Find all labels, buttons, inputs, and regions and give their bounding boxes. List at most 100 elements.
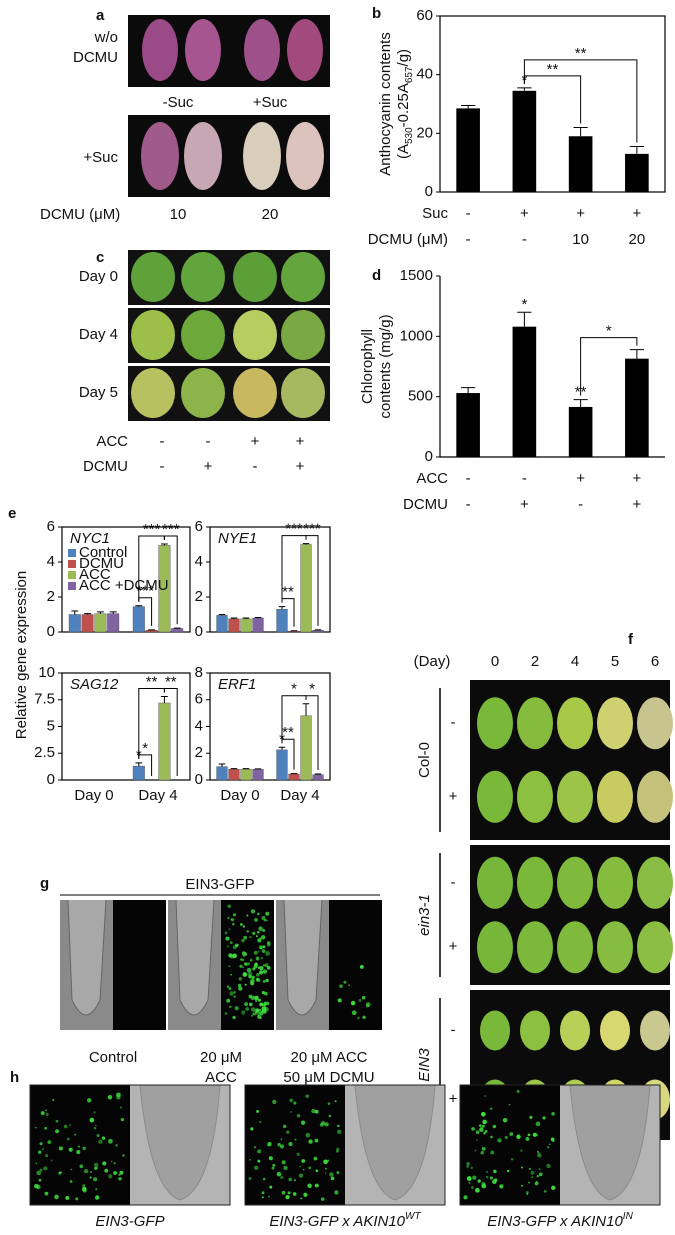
- gfp-signal: [308, 1139, 313, 1144]
- leaf: [477, 770, 513, 823]
- root-outline: [139, 1084, 221, 1201]
- cell-label: +: [576, 470, 585, 487]
- bar: [568, 406, 593, 457]
- gfp-signal: [528, 1167, 532, 1171]
- gfp-signal: [526, 1191, 529, 1194]
- gfp-signal: [90, 1170, 92, 1173]
- genotype-label: Col-0: [416, 742, 433, 778]
- gfp-signal: [262, 980, 266, 983]
- panel-letter: c: [96, 249, 104, 266]
- bar: [228, 618, 240, 633]
- panel-title: EIN3-GFP: [185, 876, 254, 893]
- leaf: [185, 19, 221, 81]
- gfp-signal: [538, 1172, 543, 1177]
- row-label: DCMU (μM): [40, 206, 120, 223]
- gfp-signal: [68, 1147, 73, 1152]
- y-tick-label: 0: [425, 183, 433, 200]
- gfp-signal: [281, 1160, 286, 1165]
- gfp-signal: [241, 938, 245, 943]
- gfp-signal: [300, 1120, 306, 1125]
- gfp-signal: [481, 1146, 486, 1151]
- gfp-signal: [466, 1165, 469, 1168]
- gfp-signal: [119, 1170, 124, 1175]
- gfp-signal: [250, 1127, 254, 1131]
- error-bar: [242, 617, 250, 619]
- gfp-signal: [58, 1146, 63, 1151]
- gfp-signal: [271, 1166, 275, 1170]
- gfp-signal: [543, 1190, 547, 1193]
- leaf: [517, 697, 553, 750]
- gfp-signal: [228, 953, 233, 958]
- gfp-signal: [551, 1186, 555, 1189]
- leaf: [597, 770, 633, 823]
- image-frame: [459, 1084, 661, 1206]
- error-bar: [461, 104, 476, 109]
- gfp-signal: [232, 913, 237, 917]
- gfp-signal: [229, 991, 234, 996]
- y-tick-label: 2: [195, 744, 203, 761]
- bar: [625, 153, 649, 192]
- row-label: -: [451, 714, 456, 731]
- gfp-signal: [481, 1182, 486, 1187]
- gfp-signal: [268, 1156, 273, 1161]
- gfp-signal: [361, 995, 366, 1000]
- y-tick-label: 500: [408, 388, 433, 405]
- gfp-signal: [314, 1109, 319, 1114]
- gfp-signal: [497, 1138, 502, 1143]
- row-label: +: [449, 938, 458, 955]
- y-axis-label: Anthocyanin contents: [377, 32, 394, 175]
- cell-label: +: [251, 433, 260, 450]
- chart-title: NYC1: [70, 530, 110, 547]
- row-label: DCMU: [73, 49, 118, 66]
- gfp-signal: [269, 1185, 273, 1189]
- error-bar: [573, 399, 588, 407]
- gfp-signal: [44, 1154, 49, 1158]
- gfp-signal: [504, 1135, 508, 1140]
- gfp-signal: [256, 930, 260, 934]
- error-bar: [278, 746, 286, 750]
- gfp-signal: [365, 1002, 371, 1007]
- gfp-signal: [244, 953, 247, 956]
- bar: [300, 715, 312, 781]
- gfp-signal: [93, 1162, 99, 1168]
- leaf: [281, 368, 325, 418]
- gfp-signal: [484, 1129, 488, 1133]
- gfp-signal: [359, 964, 364, 969]
- leaf: [477, 921, 513, 974]
- bar: [171, 628, 184, 633]
- legend-label: ACC +DCMU: [79, 577, 169, 594]
- gfp-signal: [54, 1194, 59, 1200]
- gfp-signal: [486, 1170, 489, 1173]
- gfp-signal: [272, 1099, 277, 1104]
- gfp-signal: [337, 1129, 342, 1134]
- gfp-signal: [255, 956, 260, 961]
- root-outline: [67, 899, 107, 1016]
- gfp-signal: [476, 1139, 478, 1141]
- leaf: [557, 697, 593, 750]
- gfp-signal: [317, 1184, 319, 1187]
- gfp-signal: [471, 1186, 474, 1189]
- gfp-signal: [301, 1159, 306, 1163]
- gfp-signal: [95, 1195, 100, 1200]
- leaf: [557, 921, 593, 974]
- significance-label: ***: [136, 583, 154, 600]
- gfp-signal: [257, 1014, 262, 1019]
- error-bar: [629, 146, 644, 154]
- leaf: [141, 122, 179, 190]
- leaf: [517, 921, 553, 974]
- gfp-signal: [238, 977, 243, 981]
- leaf: [597, 697, 633, 750]
- caption-superscript: IN: [623, 1211, 634, 1222]
- legend-swatch: [68, 571, 76, 579]
- gfp-signal: [224, 931, 228, 935]
- gfp-signal: [86, 1098, 92, 1103]
- photo-panel: [329, 900, 382, 1030]
- gfp-signal: [294, 1138, 297, 1141]
- gfp-signal: [324, 1167, 327, 1170]
- gfp-signal: [493, 1169, 497, 1174]
- gfp-signal: [226, 945, 229, 948]
- row-label: -: [451, 874, 456, 891]
- caption: EIN3-GFP x AKIN10WT: [269, 1211, 421, 1230]
- cell-label: 20: [629, 231, 646, 248]
- gfp-signal: [262, 945, 266, 949]
